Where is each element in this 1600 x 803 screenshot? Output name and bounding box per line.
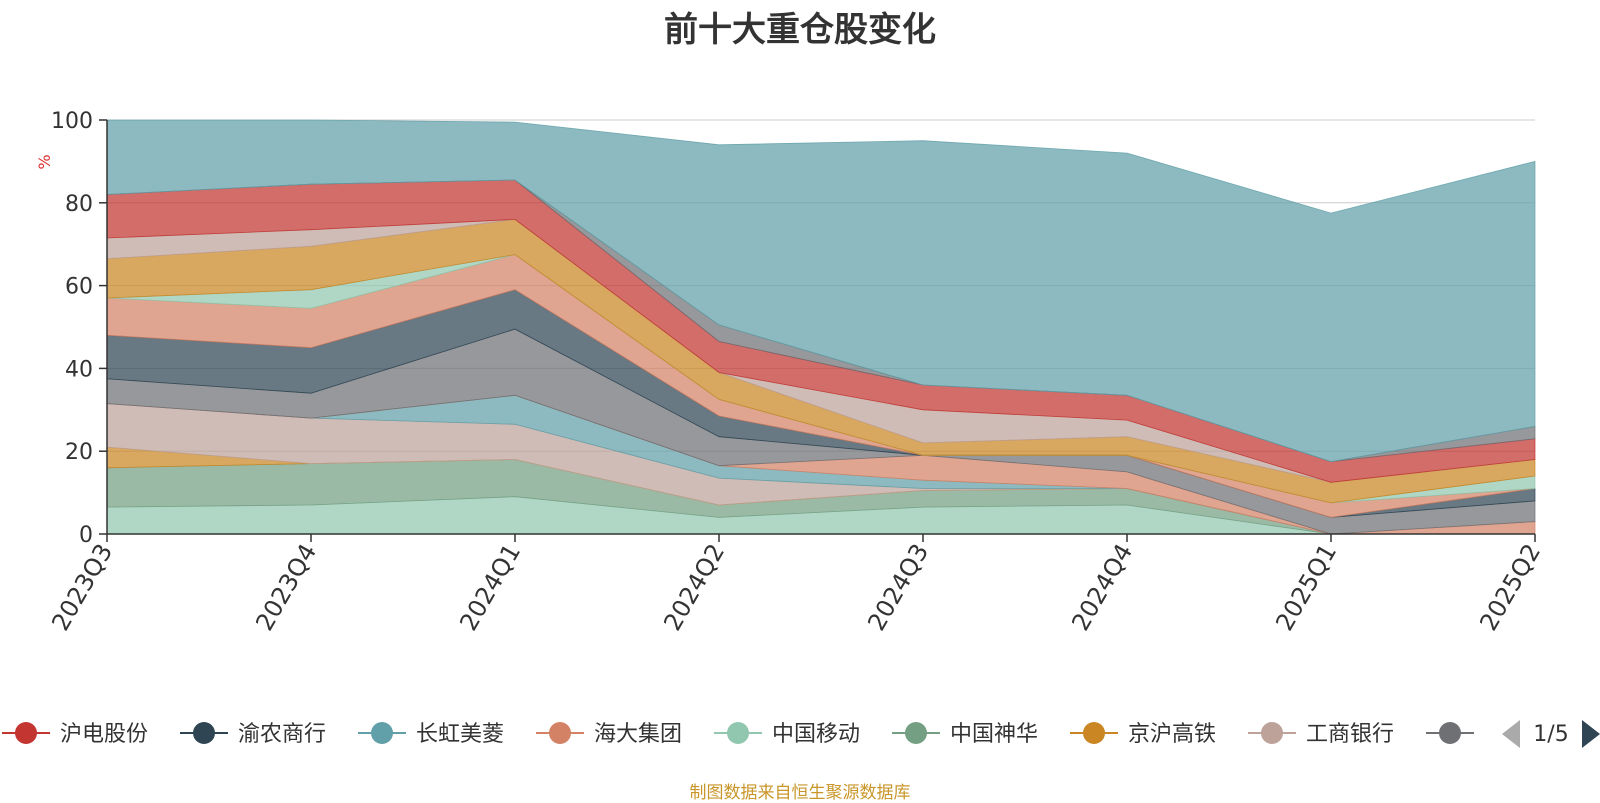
legend-label: 其他	[1484, 722, 1528, 747]
legend-label: 中国神华	[950, 722, 1038, 747]
legend-marker	[1083, 722, 1105, 744]
y-tick-label: 80	[65, 192, 93, 217]
legend-marker	[905, 722, 927, 744]
legend-item[interactable]: 渝农商行	[180, 722, 326, 747]
legend-label: 中国移动	[772, 722, 860, 747]
legend-item[interactable]: 工商银行	[1248, 722, 1394, 747]
legend-marker	[549, 722, 571, 744]
legend-marker	[1261, 722, 1283, 744]
legend-marker	[193, 722, 215, 744]
prev-page-icon[interactable]	[1502, 720, 1520, 748]
legend-page-indicator: 1/5	[1533, 722, 1568, 747]
y-tick-label: 0	[79, 523, 93, 548]
legend-marker	[727, 722, 749, 744]
legend-label: 海大集团	[594, 722, 682, 747]
x-tick-label: 2024Q3	[862, 539, 934, 635]
legend-label: 沪电股份	[60, 722, 148, 747]
x-tick-label: 2024Q1	[454, 539, 526, 635]
y-tick-label: 60	[65, 275, 93, 300]
x-tick-label: 2023Q4	[250, 539, 322, 635]
legend-label: 长虹美菱	[416, 722, 504, 747]
x-tick-label: 2025Q2	[1474, 539, 1546, 635]
legend-item[interactable]: 京沪高铁	[1070, 722, 1216, 747]
legend-item[interactable]: 长虹美菱	[358, 722, 504, 747]
legend-marker	[1439, 722, 1461, 744]
next-page-icon[interactable]	[1582, 720, 1600, 748]
legend-item[interactable]: 沪电股份	[2, 722, 148, 747]
y-tick-label: 40	[65, 357, 93, 382]
legend-label: 京沪高铁	[1128, 722, 1216, 747]
y-tick-label: 100	[51, 109, 93, 134]
y-axis-label: %	[35, 154, 54, 169]
chart-title: 前十大重仓股变化	[664, 10, 936, 50]
y-tick-label: 20	[65, 440, 93, 465]
legend-item[interactable]: 中国神华	[892, 722, 1038, 747]
source-note: 制图数据来自恒生聚源数据库	[689, 783, 911, 803]
legend-label: 渝农商行	[238, 722, 326, 747]
stacked-areas	[106, 119, 1536, 535]
x-tick-label: 2024Q2	[658, 539, 730, 635]
area-series-15	[106, 119, 1536, 463]
legend-marker	[371, 722, 393, 744]
x-tick-label: 2024Q4	[1066, 539, 1138, 635]
x-tick-label: 2025Q1	[1270, 539, 1342, 635]
legend-label: 工商银行	[1306, 722, 1394, 747]
legend-item[interactable]: 中国移动	[714, 722, 860, 747]
x-tick-label: 2023Q3	[46, 539, 118, 635]
legend-item[interactable]: 其他	[1426, 722, 1528, 747]
legend-marker	[15, 722, 37, 744]
legend-pager[interactable]: 1/5	[1502, 720, 1600, 748]
legend[interactable]: 沪电股份 渝农商行 长虹美菱 海大集团 中国移动 中国神华 京沪高铁 工商银行 其他	[2, 722, 1528, 747]
legend-item[interactable]: 海大集团	[536, 722, 682, 747]
